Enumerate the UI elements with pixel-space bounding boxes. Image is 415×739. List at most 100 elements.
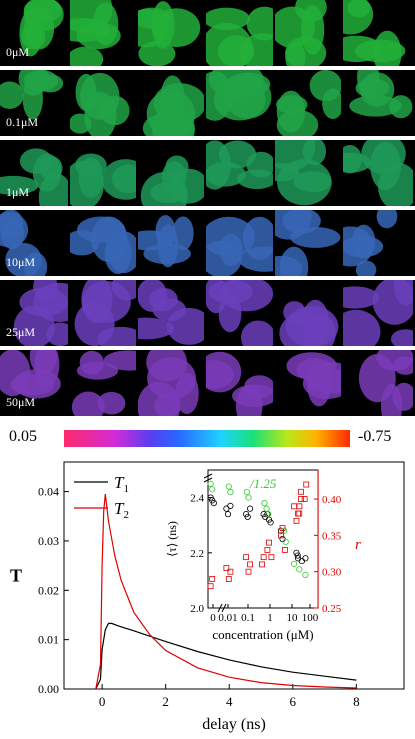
micrograph-row: 25μM <box>0 280 415 346</box>
cell-blob <box>219 233 243 267</box>
cell-blob <box>78 157 104 198</box>
inset-y2-tick-label: 0.40 <box>322 494 342 506</box>
data-point <box>261 500 268 507</box>
cell-blob <box>81 280 131 323</box>
inset-y-tick-label: 2.0 <box>190 603 204 615</box>
data-point <box>245 494 252 501</box>
data-point <box>266 539 272 546</box>
data-point <box>247 561 254 568</box>
data-point <box>207 583 214 590</box>
y-tick-label: 0.00 <box>38 682 59 696</box>
micrograph-tile <box>206 216 273 276</box>
cell-blob <box>343 286 379 309</box>
cell-blob <box>392 382 413 411</box>
concentration-label: 0.1μM <box>6 115 39 129</box>
micrograph-row: 50μM <box>0 350 415 416</box>
inset-frame <box>207 469 319 609</box>
legend-entry: T1 <box>114 473 129 495</box>
data-point <box>243 554 250 561</box>
inset-y2-tick-label: 0.35 <box>322 530 342 542</box>
cell-blob <box>70 230 100 256</box>
legend-entry: T2 <box>114 499 129 521</box>
data-point <box>225 576 232 582</box>
micrograph-tile <box>138 215 194 268</box>
inset-x-tick-label: 0 <box>210 612 216 624</box>
cell-blob <box>103 350 136 371</box>
cell-blob <box>246 6 273 41</box>
micrograph-tile <box>13 280 68 346</box>
micrograph-tile <box>0 210 48 276</box>
cell-blob <box>152 107 195 136</box>
data-point <box>224 511 232 518</box>
main-plot-frame <box>63 461 405 690</box>
cell-blob <box>38 173 68 206</box>
cell-blob <box>355 78 390 98</box>
data-point <box>282 546 288 553</box>
cell-blob <box>0 175 39 195</box>
cell-blob <box>13 369 61 399</box>
x-tick-label: 2 <box>162 694 169 709</box>
concentration-label: 50μM <box>6 395 36 409</box>
x-tick-label: 8 <box>353 694 360 709</box>
inset-x-tick-label: 1 <box>267 612 273 624</box>
micrograph-tile <box>206 6 273 66</box>
data-point <box>260 554 267 561</box>
data-point <box>294 552 301 559</box>
micrograph-tile <box>343 210 398 276</box>
cell-blob <box>361 140 406 175</box>
data-point <box>268 554 275 561</box>
cell-blob <box>275 210 312 240</box>
cell-blob <box>279 312 326 346</box>
micrograph-row: 0.1μM <box>0 70 415 136</box>
data-point <box>209 576 216 582</box>
micrograph-tile <box>206 351 273 416</box>
data-point <box>297 496 304 502</box>
axis-break <box>221 603 227 613</box>
micrograph-tile <box>206 140 273 190</box>
data-point <box>302 555 309 562</box>
cell-blob <box>70 113 92 134</box>
data-point <box>293 517 300 524</box>
data-point <box>301 496 308 502</box>
cell-blob <box>165 155 189 179</box>
inset-y-tick-label: 2.4 <box>190 493 204 505</box>
micrograph-tile <box>206 280 273 346</box>
cell-blob <box>80 72 120 120</box>
cell-blob <box>226 72 271 97</box>
cell-blob <box>355 260 377 276</box>
concentration-label: 1μM <box>6 185 30 199</box>
cell-blob <box>39 155 63 181</box>
cell-blob <box>23 0 64 32</box>
cell-blob <box>206 7 250 30</box>
cell-blob <box>276 109 319 136</box>
cell-blob <box>376 350 413 371</box>
cell-blob <box>104 232 132 275</box>
concentration-label: 25μM <box>6 325 36 339</box>
data-point <box>290 560 298 567</box>
cell-blob <box>76 361 119 380</box>
micrograph-row: 0μM <box>0 0 415 66</box>
cell-blob <box>111 164 136 194</box>
cell-blob <box>206 351 242 393</box>
inset-y2-tick-label: 0.30 <box>322 567 342 579</box>
micrograph-tile <box>275 140 332 206</box>
cell-blob <box>0 218 25 250</box>
micrograph-tile <box>0 350 61 399</box>
cell-blob <box>279 246 309 276</box>
cell-blob <box>349 95 402 117</box>
data-point <box>302 571 309 578</box>
cell-blob <box>354 39 406 63</box>
series-line-T2 <box>95 494 357 690</box>
x-tick-label: 0 <box>99 694 106 709</box>
micrograph-tile <box>343 280 413 346</box>
cell-blob <box>5 242 42 276</box>
micrograph-tile <box>70 0 121 66</box>
cell-blob <box>29 350 58 376</box>
cell-blob <box>150 182 187 204</box>
data-point <box>207 480 214 487</box>
cell-blob <box>376 210 398 229</box>
micrograph-row: 10μM <box>0 210 415 276</box>
data-point <box>263 505 270 512</box>
data-point <box>264 546 271 553</box>
y-axis-label: T <box>10 566 22 586</box>
